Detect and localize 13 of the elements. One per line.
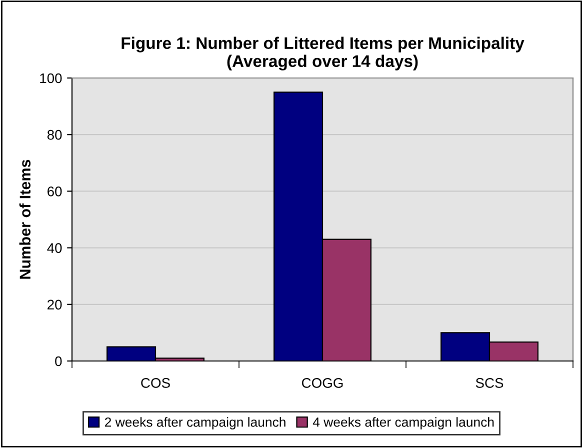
x-tick-label: SCS — [476, 378, 504, 388]
y-tick-label: 80 — [47, 130, 62, 140]
legend-label: 2 weeks after campaign launch — [105, 417, 286, 430]
y-tick-label: 100 — [40, 73, 62, 84]
y-tick-label: 20 — [48, 300, 62, 310]
chart-title: Figure 1: Number of Littered Items per Municipality (Averaged over 14 days) — [122, 36, 524, 70]
x-tick-label: COGG — [302, 378, 343, 388]
y-axis-title: Number of Items — [19, 160, 31, 279]
x-tick-label: COS — [141, 378, 170, 388]
legend-label: 4 weeks after campaign launch — [312, 417, 494, 430]
y-tick-label: 40 — [47, 243, 62, 253]
y-tick-label: 0 — [55, 356, 62, 366]
y-tick-label: 60 — [48, 186, 62, 196]
